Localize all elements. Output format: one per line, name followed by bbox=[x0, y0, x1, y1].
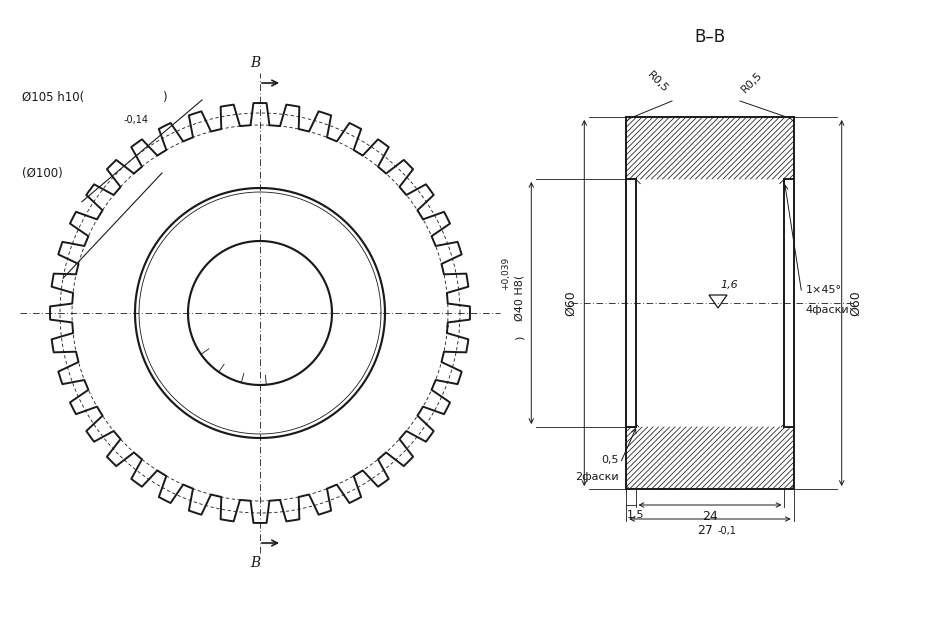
Text: Ø60: Ø60 bbox=[849, 290, 862, 316]
Text: B: B bbox=[250, 556, 260, 570]
Text: 24: 24 bbox=[702, 510, 718, 523]
Text: ): ) bbox=[162, 92, 167, 105]
Text: 0,5: 0,5 bbox=[601, 455, 619, 465]
Text: R0,5: R0,5 bbox=[645, 70, 670, 95]
Text: Ø60: Ø60 bbox=[564, 290, 577, 316]
Text: 27: 27 bbox=[697, 524, 713, 537]
Text: Ø105 h10(: Ø105 h10( bbox=[22, 92, 84, 105]
Text: ): ) bbox=[514, 336, 524, 340]
Text: 2фаски: 2фаски bbox=[575, 472, 619, 482]
Text: B–B: B–B bbox=[694, 28, 726, 46]
Text: (Ø100): (Ø100) bbox=[22, 166, 63, 179]
Text: R0,5: R0,5 bbox=[740, 70, 765, 95]
Text: -0,14: -0,14 bbox=[124, 115, 149, 125]
Text: B: B bbox=[250, 56, 260, 70]
Text: +0,039: +0,039 bbox=[501, 257, 510, 290]
Text: 1,5: 1,5 bbox=[627, 510, 644, 520]
Text: 1,6: 1,6 bbox=[720, 280, 738, 290]
Text: Ø40 H8(: Ø40 H8( bbox=[514, 275, 524, 321]
Text: 1×45°: 1×45° bbox=[806, 285, 842, 295]
Text: 4фаски: 4фаски bbox=[806, 305, 849, 315]
Text: -0,1: -0,1 bbox=[718, 526, 737, 536]
